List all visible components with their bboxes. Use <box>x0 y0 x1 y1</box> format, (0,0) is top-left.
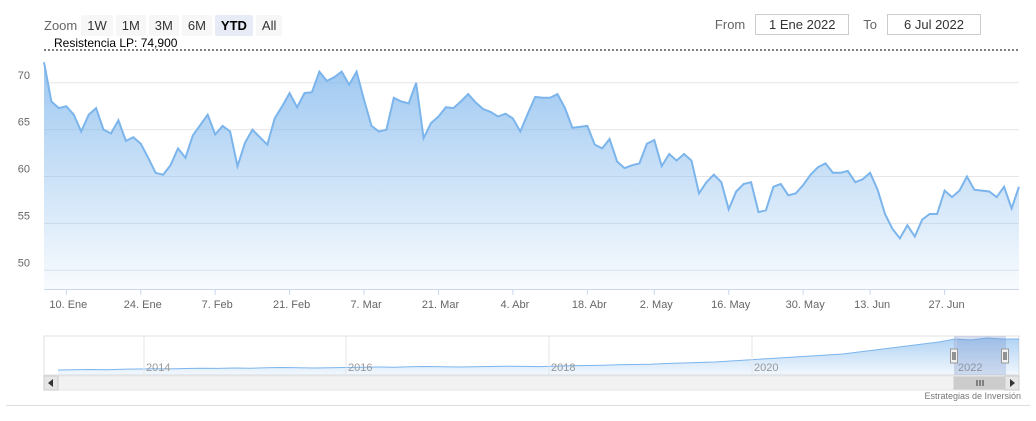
zoom-1w-button[interactable]: 1W <box>81 14 113 36</box>
x-tick-label: 21. Feb <box>273 299 310 311</box>
navigator-selection <box>954 336 1006 375</box>
x-tick-label: 16. May <box>711 299 751 311</box>
x-tick-label: 30. May <box>786 299 826 311</box>
y-tick-label: 70 <box>18 70 30 82</box>
range-selector: Zoom 1W 1M 3M 6M YTD All <box>44 13 285 37</box>
x-tick-label: 2. May <box>640 299 674 311</box>
bottom-divider <box>6 405 1030 406</box>
zoom-3m-button[interactable]: 3M <box>148 14 179 36</box>
navigator-handle[interactable] <box>1001 348 1009 364</box>
x-tick-label: 13. Jun <box>854 299 890 311</box>
x-tick-label: 10. Ene <box>49 299 87 311</box>
from-label: From <box>714 17 746 32</box>
navigator-year-label: 2016 <box>348 362 372 374</box>
navigator-year-label: 2020 <box>754 362 778 374</box>
y-tick-label: 55 <box>18 210 30 222</box>
credit-label: Estrategias de Inversión <box>924 391 1021 401</box>
x-tick-label: 4. Abr <box>501 299 530 311</box>
scroll-left-arrow-icon <box>48 379 53 387</box>
navigator-year-label: 2018 <box>551 362 575 374</box>
navigator-handle[interactable] <box>950 348 958 364</box>
scroll-right-arrow-icon <box>1010 379 1015 387</box>
navigator-line <box>57 337 1019 371</box>
date-range: From 1 Ene 2022 To 6 Jul 2022 <box>715 14 981 35</box>
from-date-input[interactable]: 1 Ene 2022 <box>755 14 850 35</box>
x-tick-label: 18. Abr <box>572 299 607 311</box>
x-tick-label: 24. Ene <box>124 299 162 311</box>
zoom-6m-button[interactable]: 6M <box>181 14 212 36</box>
zoom-label: Zoom <box>44 17 78 33</box>
x-tick-label: 7. Feb <box>202 299 233 311</box>
resistance-label: Resistencia LP: 74,900 <box>54 36 178 50</box>
zoom-ytd-button[interactable]: YTD <box>214 14 253 36</box>
x-tick-label: 27. Jun <box>929 299 965 311</box>
x-tick-label: 21. Mar <box>422 299 460 311</box>
navigator-year-label: 2022 <box>958 362 982 374</box>
navigator-area <box>58 338 1019 375</box>
price-area <box>44 62 1019 290</box>
scrollbar-track[interactable] <box>43 375 1020 391</box>
to-label: To <box>863 17 877 32</box>
y-tick-label: 65 <box>18 117 30 129</box>
price-line <box>43 62 1020 241</box>
navigator-year-label: 2014 <box>146 362 170 374</box>
x-tick-label: 7. Mar <box>350 299 382 311</box>
y-tick-label: 50 <box>18 257 30 269</box>
to-date-input[interactable]: 6 Jul 2022 <box>887 14 981 35</box>
zoom-1m-button[interactable]: 1M <box>115 14 146 36</box>
zoom-all-button[interactable]: All <box>255 14 283 36</box>
y-tick-label: 60 <box>18 164 30 176</box>
